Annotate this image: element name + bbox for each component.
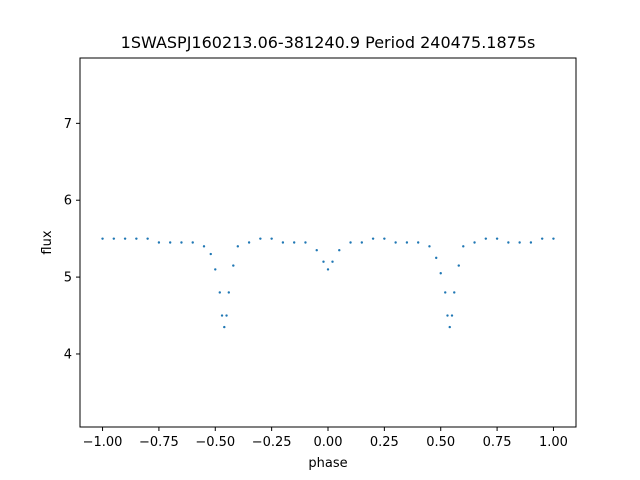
- data-point: [326, 268, 330, 271]
- data-point: [292, 241, 296, 244]
- x-tick-label: 0.75: [483, 435, 512, 450]
- data-point: [223, 325, 226, 329]
- data-point: [157, 241, 161, 244]
- data-point: [214, 268, 217, 271]
- x-tick-label: 0.25: [370, 435, 399, 450]
- data-point: [518, 241, 521, 244]
- data-point: [394, 241, 397, 244]
- data-point: [247, 241, 251, 244]
- data-point: [383, 237, 386, 240]
- data-point: [191, 241, 194, 244]
- data-point: [168, 241, 172, 244]
- data-point: [371, 237, 375, 240]
- x-tick-label: −0.75: [139, 435, 179, 450]
- data-point: [552, 237, 555, 240]
- data-point: [495, 237, 499, 240]
- data-point: [202, 245, 206, 248]
- data-point: [146, 237, 149, 240]
- data-point: [236, 245, 240, 248]
- data-point: [259, 237, 262, 240]
- data-point: [304, 241, 307, 244]
- data-point: [507, 241, 510, 244]
- data-point: [457, 264, 460, 267]
- y-tick-label: 7: [64, 117, 72, 132]
- data-point: [450, 314, 454, 317]
- data-point: [135, 237, 138, 240]
- data-point: [315, 248, 318, 252]
- data-point: [462, 245, 465, 248]
- data-points: [101, 237, 555, 329]
- x-tick-label: −1.00: [83, 435, 123, 450]
- data-point: [540, 237, 544, 240]
- data-point: [218, 291, 221, 294]
- data-point: [473, 241, 476, 244]
- y-tick-label: 5: [64, 271, 72, 286]
- x-tick-label: 0.50: [426, 435, 455, 450]
- data-point: [270, 237, 273, 240]
- x-axis-label: phase: [308, 456, 347, 471]
- data-point: [416, 241, 420, 244]
- data-point: [227, 291, 230, 294]
- data-point: [112, 237, 116, 240]
- data-point: [349, 241, 352, 244]
- data-point: [439, 272, 442, 275]
- data-point: [281, 241, 285, 244]
- data-point: [529, 241, 533, 244]
- data-point: [435, 256, 438, 260]
- data-point: [428, 245, 431, 248]
- data-point: [180, 241, 183, 244]
- chart-title: 1SWASPJ160213.06-381240.9 Period 240475.…: [121, 33, 536, 52]
- y-tick-label: 6: [64, 194, 72, 209]
- data-point: [225, 314, 228, 317]
- data-point: [101, 237, 104, 240]
- data-point: [448, 325, 451, 329]
- data-point: [484, 237, 488, 240]
- data-point: [232, 264, 235, 267]
- x-tick-label: 0.00: [314, 435, 343, 450]
- data-point: [322, 260, 325, 263]
- data-point: [220, 314, 224, 317]
- data-point: [444, 291, 447, 294]
- data-point: [453, 291, 456, 294]
- data-point: [446, 314, 449, 317]
- x-tick-label: −0.50: [195, 435, 235, 450]
- data-point: [123, 237, 127, 240]
- data-point: [405, 241, 409, 244]
- y-axis-label: flux: [40, 230, 55, 254]
- y-tick-label: 4: [64, 347, 72, 362]
- data-point: [331, 260, 334, 263]
- data-point: [338, 248, 341, 252]
- data-point: [360, 241, 364, 244]
- x-tick-label: −0.25: [252, 435, 292, 450]
- x-tick-label: 1.00: [539, 435, 568, 450]
- x-axis: −1.00 −0.75 −0.50 −0.25 0.00 0.25 0.50 0.75 1.00: [83, 427, 568, 450]
- data-point: [209, 252, 212, 256]
- y-axis: 4 5 6 7: [64, 117, 80, 362]
